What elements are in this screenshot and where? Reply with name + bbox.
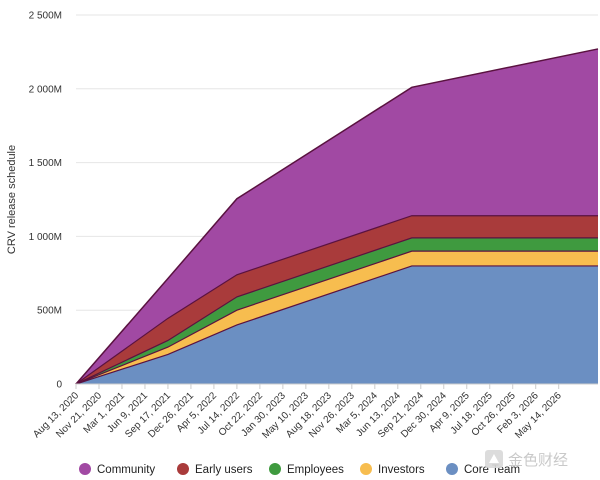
legend-marker	[269, 463, 281, 475]
y-tick-label: 500M	[37, 306, 62, 317]
legend-item-early-users[interactable]: Early users	[177, 463, 253, 476]
series-line-employees	[75, 237, 598, 385]
legend-item-community[interactable]: Community	[79, 463, 155, 476]
area-investors	[76, 251, 598, 384]
y-tick-label: 2 000M	[29, 84, 62, 95]
legend-marker	[79, 463, 91, 475]
y-tick-label: 0	[56, 380, 62, 391]
legend-label: Investors	[378, 464, 425, 476]
series-line-core-team	[75, 265, 598, 385]
legend-label: Employees	[287, 464, 344, 476]
watermark: 金色财经	[485, 450, 568, 469]
legend-label: Core Team	[464, 464, 520, 476]
legend: Community Early users Employees Investors Co…	[79, 463, 520, 476]
jinse-logo-icon	[485, 450, 503, 468]
area-core-team	[76, 265, 598, 384]
series-line-community	[75, 48, 599, 385]
series-line-investors	[75, 250, 598, 385]
legend-item-employees[interactable]: Employees	[269, 463, 344, 476]
y-tick-label: 1 000M	[29, 232, 62, 243]
legend-item-core-team[interactable]: Core Team	[446, 463, 520, 476]
y-tick-label: 1 500M	[29, 158, 62, 169]
y-axis-title: CRV release schedule	[6, 145, 18, 254]
area-employees	[76, 237, 598, 384]
series-line-early-users	[75, 215, 598, 385]
area-community	[76, 48, 598, 384]
stacked-areas	[75, 48, 599, 385]
watermark-text: 金色财经	[508, 451, 568, 469]
y-tick-label: 2 500M	[29, 11, 62, 22]
legend-label: Early users	[195, 464, 253, 476]
legend-marker	[446, 463, 458, 475]
legend-marker	[360, 463, 372, 475]
legend-item-investors[interactable]: Investors	[360, 463, 425, 476]
legend-label: Community	[97, 464, 155, 476]
area-early-users	[76, 215, 598, 384]
legend-marker	[177, 463, 189, 475]
